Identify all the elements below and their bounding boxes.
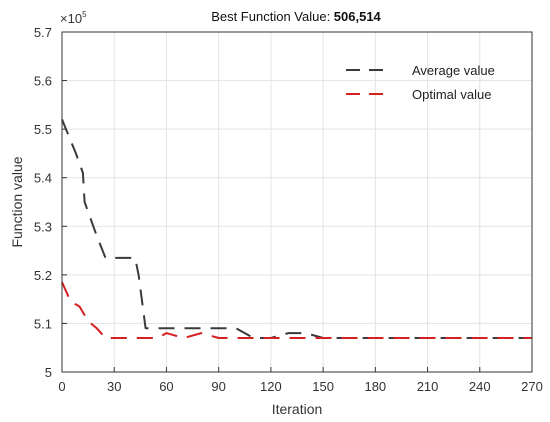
y-tick-label: 5 bbox=[45, 365, 52, 380]
x-tick-label: 180 bbox=[364, 379, 386, 394]
y-tick-label: 5.3 bbox=[34, 219, 52, 234]
chart-title: Best Function Value: 506,514 bbox=[211, 9, 381, 24]
series-optimal-line bbox=[61, 281, 532, 339]
y-tick-label: 5.6 bbox=[34, 74, 52, 89]
x-tick-label: 120 bbox=[260, 379, 282, 394]
y-tick-label: 5.1 bbox=[34, 316, 52, 331]
series-average-line bbox=[61, 119, 532, 339]
x-axis-label: Iteration bbox=[272, 401, 323, 417]
y-tick-label: 5.5 bbox=[34, 122, 52, 137]
legend-optimal-label: Optimal value bbox=[412, 87, 491, 102]
y-axis-label: Function value bbox=[9, 156, 25, 247]
legend: Average value Optimal value bbox=[346, 63, 495, 102]
series-layer bbox=[61, 119, 532, 339]
chart-title-prefix: Best Function Value: bbox=[211, 9, 334, 24]
y-multiplier-exponent: 5 bbox=[82, 10, 87, 19]
x-tick-label: 90 bbox=[211, 379, 225, 394]
x-tick-label: 60 bbox=[159, 379, 173, 394]
x-tick-label: 30 bbox=[107, 379, 121, 394]
plot-frame bbox=[61, 31, 533, 373]
legend-average-label: Average value bbox=[412, 63, 495, 78]
x-tick-label: 0 bbox=[58, 379, 65, 394]
grid-layer bbox=[62, 32, 532, 372]
axis-layer: 5 5.1 5.2 5.3 5.4 5.5 5.6 5.7 0 30 60 90 120 150 180 21… bbox=[34, 25, 543, 394]
x-tick-label: 150 bbox=[312, 379, 334, 394]
y-multiplier: ×105 bbox=[60, 10, 87, 26]
x-tick-label: 270 bbox=[521, 379, 543, 394]
x-tick-label: 210 bbox=[417, 379, 439, 394]
chart-title-value: 506,514 bbox=[334, 9, 382, 24]
x-tick-label: 240 bbox=[469, 379, 491, 394]
y-tick-label: 5.2 bbox=[34, 268, 52, 283]
y-tick-label: 5.4 bbox=[34, 171, 52, 186]
y-tick-label: 5.7 bbox=[34, 25, 52, 40]
